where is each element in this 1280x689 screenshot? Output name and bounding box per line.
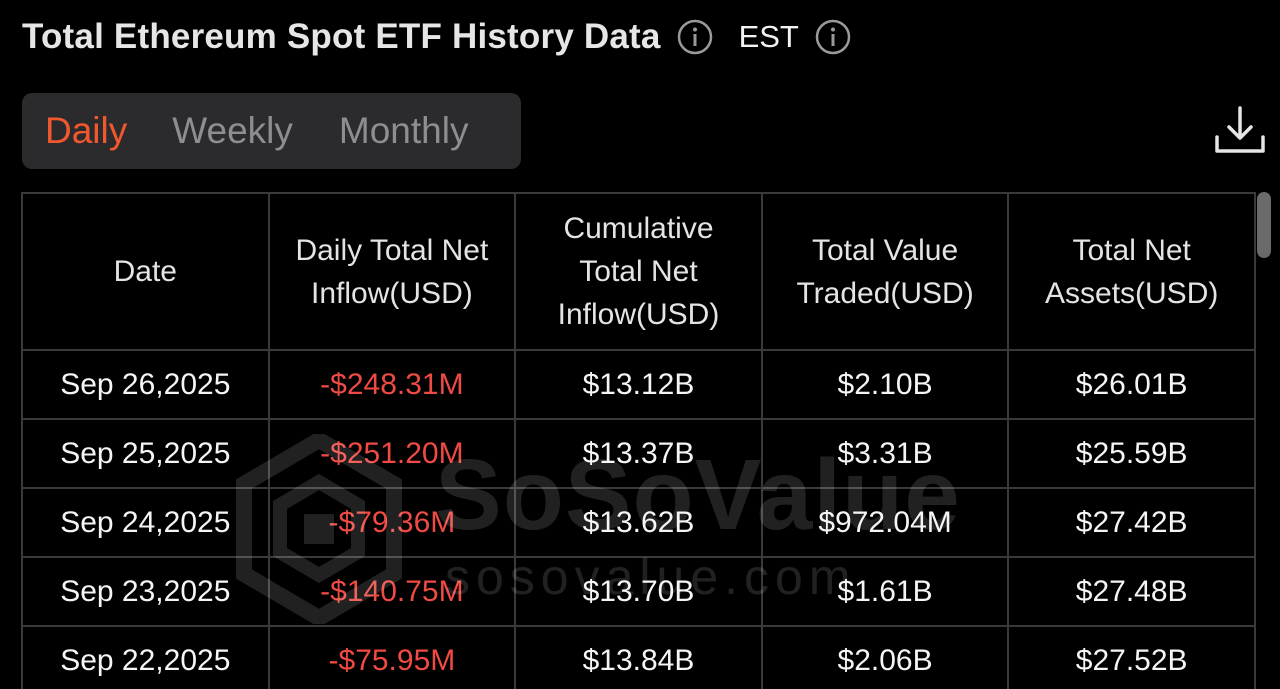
column-header-net-assets[interactable]: Total Net Assets(USD) xyxy=(1007,192,1256,351)
table-row[interactable]: Sep 26,2025 -$248.31M $13.12B $2.10B $26… xyxy=(21,349,1256,420)
cell-daily-net-inflow: -$248.31M xyxy=(267,349,517,420)
tab-daily[interactable]: Daily xyxy=(45,110,128,151)
info-circle-icon[interactable] xyxy=(677,19,713,55)
header: Total Ethereum Spot ETF History Data EST xyxy=(22,14,851,60)
cell-value-traded: $3.31B xyxy=(760,418,1010,489)
cell-net-assets: $27.52B xyxy=(1007,625,1256,689)
download-icon[interactable] xyxy=(1212,104,1268,160)
cell-date: Sep 24,2025 xyxy=(21,487,270,558)
cell-cumulative-net-inflow: $13.37B xyxy=(514,418,763,489)
cell-date: Sep 26,2025 xyxy=(21,349,270,420)
table-row[interactable]: Sep 24,2025 -$79.36M $13.62B $972.04M $2… xyxy=(21,487,1256,558)
cell-daily-net-inflow: -$140.75M xyxy=(267,556,517,627)
cell-cumulative-net-inflow: $13.84B xyxy=(514,625,763,689)
timezone-label: EST xyxy=(738,19,799,54)
timezone-info-icon[interactable] xyxy=(815,19,851,55)
tab-monthly[interactable]: Monthly xyxy=(338,110,469,151)
cell-date: Sep 23,2025 xyxy=(21,556,270,627)
period-tabs: Daily Weekly Monthly xyxy=(22,93,521,169)
cell-date: Sep 22,2025 xyxy=(21,625,270,689)
column-header-value-traded[interactable]: Total Value Traded(USD) xyxy=(760,192,1010,351)
cell-net-assets: $25.59B xyxy=(1007,418,1256,489)
table-row[interactable]: Sep 22,2025 -$75.95M $13.84B $2.06B $27.… xyxy=(21,625,1256,689)
column-header-daily-net-inflow[interactable]: Daily Total Net Inflow(USD) xyxy=(267,192,517,351)
cell-cumulative-net-inflow: $13.62B xyxy=(514,487,763,558)
cell-net-assets: $26.01B xyxy=(1007,349,1256,420)
table-row[interactable]: Sep 25,2025 -$251.20M $13.37B $3.31B $25… xyxy=(21,418,1256,489)
cell-net-assets: $27.48B xyxy=(1007,556,1256,627)
cell-date: Sep 25,2025 xyxy=(21,418,270,489)
history-table-container[interactable]: Date Daily Total Net Inflow(USD) Cumulat… xyxy=(21,192,1256,689)
cell-cumulative-net-inflow: $13.70B xyxy=(514,556,763,627)
cell-value-traded: $972.04M xyxy=(760,487,1010,558)
table-row[interactable]: Sep 23,2025 -$140.75M $13.70B $1.61B $27… xyxy=(21,556,1256,627)
column-header-date[interactable]: Date xyxy=(21,192,270,351)
cell-daily-net-inflow: -$251.20M xyxy=(267,418,517,489)
cell-daily-net-inflow: -$75.95M xyxy=(267,625,517,689)
tab-weekly[interactable]: Weekly xyxy=(172,110,293,151)
cell-value-traded: $2.06B xyxy=(760,625,1010,689)
page-title: Total Ethereum Spot ETF History Data xyxy=(22,17,661,56)
column-header-cumulative-net-inflow[interactable]: Cumulative Total Net Inflow(USD) xyxy=(514,192,763,351)
history-table: Date Daily Total Net Inflow(USD) Cumulat… xyxy=(21,192,1256,689)
cell-daily-net-inflow: -$79.36M xyxy=(267,487,517,558)
cell-net-assets: $27.42B xyxy=(1007,487,1256,558)
table-header-row: Date Daily Total Net Inflow(USD) Cumulat… xyxy=(21,192,1256,351)
cell-value-traded: $1.61B xyxy=(760,556,1010,627)
table-scrollbar[interactable] xyxy=(1257,192,1271,258)
cell-cumulative-net-inflow: $13.12B xyxy=(514,349,763,420)
cell-value-traded: $2.10B xyxy=(760,349,1010,420)
